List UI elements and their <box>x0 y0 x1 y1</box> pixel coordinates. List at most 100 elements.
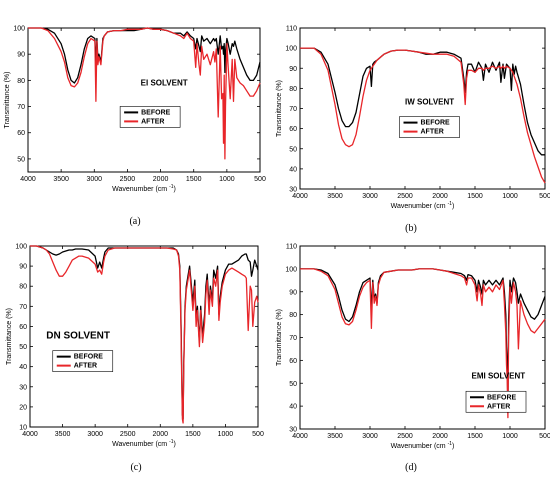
x-tick-label: 4000 <box>20 176 36 183</box>
legend: BEFORE AFTER <box>119 106 181 128</box>
x-tick-label: 1500 <box>467 433 483 440</box>
y-axis-label: Transmittance (%) <box>276 80 283 137</box>
y-tick-label: 50 <box>17 156 25 163</box>
x-tick-label: 4000 <box>292 433 308 440</box>
y-tick-label: 30 <box>289 427 297 434</box>
series-before-line <box>300 268 546 412</box>
legend-entry: AFTER <box>487 403 510 410</box>
legend-entry: BEFORE <box>487 394 517 401</box>
y-tick-label: 90 <box>289 289 297 296</box>
y-tick-label: 30 <box>19 384 27 391</box>
x-tick-label: 2000 <box>432 433 448 440</box>
x-axis-label: Wavenumber (cm -1) <box>112 439 176 448</box>
x-axis-label: Wavenumber (cm -1) <box>112 184 176 193</box>
panel-caption: (b) <box>405 223 417 234</box>
y-tick-label: 20 <box>19 404 27 411</box>
y-tick-label: 90 <box>289 66 297 73</box>
y-tick-label: 80 <box>19 284 27 291</box>
chart-panel: 4000 3500 3000 2500 2000 1500 1000 500 30 40 50 60 7… <box>276 244 550 474</box>
y-tick-label: 100 <box>13 26 25 33</box>
y-tick-label: 70 <box>17 104 25 111</box>
series-before-line <box>300 47 545 156</box>
series-after-line <box>300 47 546 184</box>
panel-caption: (a) <box>129 216 140 227</box>
x-tick-label: 500 <box>539 433 550 440</box>
x-tick-label: 3500 <box>327 193 343 200</box>
x-tick-label: 1000 <box>219 176 235 183</box>
y-tick-label: 100 <box>285 266 297 273</box>
x-tick-label: 3500 <box>327 433 343 440</box>
legend: BEFORE AFTER <box>399 116 460 138</box>
x-tick-label: 1500 <box>186 176 202 183</box>
x-tick-label: 4000 <box>22 431 38 438</box>
panel-title: IW SOLVENT <box>405 97 454 106</box>
x-tick-label: 3500 <box>53 176 69 183</box>
legend-entry: BEFORE <box>421 120 451 127</box>
y-tick-label: 50 <box>289 146 297 153</box>
x-tick-label: 3000 <box>362 193 378 200</box>
panel-caption: (c) <box>130 462 141 473</box>
legend: BEFORE AFTER <box>465 390 527 413</box>
x-axis-label: Wavenumber (cm -1) <box>391 201 455 210</box>
x-tick-label: 3000 <box>87 431 103 438</box>
y-tick-label: 90 <box>17 52 25 59</box>
y-axis-label: Transmittance (%) <box>276 309 283 366</box>
legend-entry: AFTER <box>141 118 164 125</box>
y-tick-label: 60 <box>17 130 25 137</box>
x-tick-label: 1000 <box>502 193 518 200</box>
y-axis-label: Transmittance (%) <box>4 72 11 129</box>
y-tick-label: 70 <box>19 304 27 311</box>
panel-caption: (d) <box>405 462 417 473</box>
y-tick-label: 60 <box>19 324 27 331</box>
y-tick-label: 70 <box>289 106 297 113</box>
y-axis-label: Transmittance (%) <box>6 308 13 365</box>
y-tick-label: 60 <box>289 358 297 365</box>
legend-entry: AFTER <box>421 129 444 136</box>
y-tick-label: 110 <box>286 26 297 33</box>
x-tick-label: 3000 <box>362 433 378 440</box>
y-tick-label: 40 <box>289 404 297 411</box>
plot-frame <box>29 245 259 428</box>
y-tick-label: 30 <box>289 187 297 194</box>
y-tick-label: 80 <box>17 78 25 85</box>
x-tick-label: 3500 <box>55 431 71 438</box>
x-tick-label: 1500 <box>467 193 483 200</box>
y-tick-label: 70 <box>289 335 297 342</box>
legend: BEFORE AFTER <box>52 350 114 372</box>
x-tick-label: 1000 <box>502 433 518 440</box>
panel-title: DN SOLVENT <box>46 331 110 342</box>
y-tick-label: 90 <box>19 264 27 271</box>
y-tick-label: 110 <box>286 244 297 251</box>
y-tick-label: 40 <box>19 364 27 371</box>
legend-entry: AFTER <box>74 363 97 370</box>
x-tick-label: 2500 <box>120 431 136 438</box>
x-tick-label: 2500 <box>397 193 413 200</box>
x-tick-label: 500 <box>254 176 266 183</box>
x-tick-label: 4000 <box>292 193 308 200</box>
series-after-line <box>28 27 261 160</box>
y-tick-label: 10 <box>19 425 27 432</box>
series-after-line <box>300 268 546 419</box>
y-tick-label: 50 <box>19 344 27 351</box>
series-after-line <box>30 245 259 424</box>
x-tick-label: 2000 <box>153 176 169 183</box>
chart-panel: 4000 3500 3000 2500 2000 1500 1000 500 10 20 30 40 5… <box>6 244 264 474</box>
x-tick-label: 2500 <box>397 433 413 440</box>
x-tick-label: 500 <box>252 431 264 438</box>
x-axis-label: Wavenumber (cm -1) <box>391 441 455 450</box>
x-tick-label: 2000 <box>152 431 168 438</box>
x-tick-label: 3000 <box>86 176 102 183</box>
y-tick-label: 50 <box>289 381 297 388</box>
x-tick-label: 500 <box>539 193 550 200</box>
y-tick-label: 80 <box>289 312 297 319</box>
series-before-line <box>28 27 261 84</box>
y-tick-label: 40 <box>289 166 297 173</box>
panel-title: EMI SOLVENT <box>472 372 526 381</box>
x-tick-label: 2000 <box>432 193 448 200</box>
y-tick-label: 80 <box>289 86 297 93</box>
y-tick-label: 100 <box>15 244 27 251</box>
legend-entry: BEFORE <box>74 354 104 361</box>
x-tick-label: 1000 <box>218 431 234 438</box>
y-tick-label: 60 <box>289 126 297 133</box>
